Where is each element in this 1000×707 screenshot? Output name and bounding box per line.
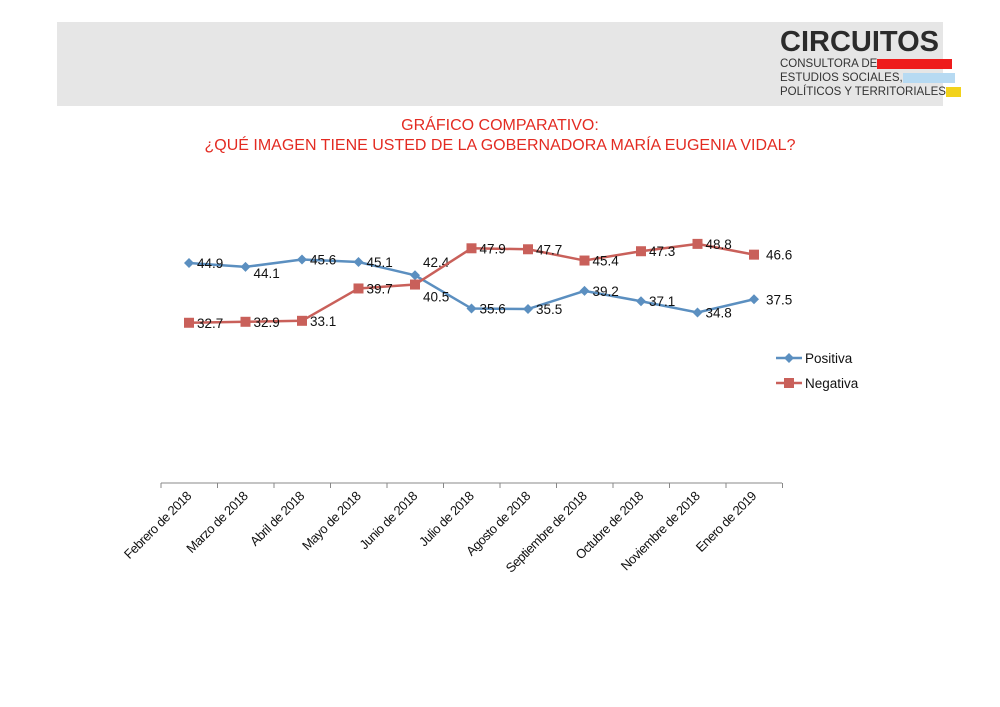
data-point <box>692 307 703 318</box>
x-tick-label: Julio de 2018 <box>416 488 477 549</box>
data-label: 45.1 <box>367 255 393 270</box>
legend-marker <box>784 378 794 388</box>
data-label: 40.5 <box>423 290 449 305</box>
logo-line: CONSULTORA DE <box>780 58 878 70</box>
data-point <box>636 296 646 307</box>
data-point <box>240 261 251 272</box>
data-label: 37.5 <box>766 292 792 307</box>
data-point <box>749 249 759 260</box>
data-point <box>184 257 194 268</box>
data-point <box>749 294 759 305</box>
data-label: 45.6 <box>310 253 336 268</box>
data-label: 44.1 <box>254 266 280 281</box>
data-point <box>353 257 364 268</box>
data-label: 47.7 <box>536 242 562 257</box>
x-tick-label: Junio de 2018 <box>356 488 420 552</box>
data-label: 32.9 <box>254 315 280 330</box>
legend-marker <box>784 353 794 363</box>
data-label: 42.4 <box>423 255 450 270</box>
data-point <box>297 315 307 326</box>
legend-label: Negativa <box>805 376 859 391</box>
circuitos-logo: CIRCUITOS CONSULTORA DE ESTUDIOS SOCIALE… <box>780 27 961 99</box>
data-label: 45.4 <box>593 254 620 269</box>
x-tick-label: Abril de 2018 <box>247 488 307 548</box>
data-point <box>184 317 194 328</box>
logo-line: ESTUDIOS SOCIALES, <box>780 72 903 84</box>
data-point <box>410 270 420 281</box>
x-tick-label: Febrero de 2018 <box>121 488 194 561</box>
logo-red-bar <box>877 59 953 69</box>
data-label: 32.7 <box>197 316 223 331</box>
data-label: 35.6 <box>480 302 506 317</box>
data-label: 47.3 <box>649 244 675 259</box>
data-label: 37.1 <box>649 294 675 309</box>
subtitle: ¿QUÉ IMAGEN TIENE USTED DE LA GOBERNADOR… <box>204 137 796 154</box>
logo-line: POLÍTICOS Y TERRITORIALES <box>780 86 946 98</box>
header-band <box>57 22 943 106</box>
legend-label: Positiva <box>805 351 853 366</box>
data-label: 39.7 <box>367 281 393 296</box>
data-point <box>579 255 590 266</box>
data-point <box>523 244 533 255</box>
logo-yellow-bar <box>945 87 961 97</box>
data-point <box>466 243 477 254</box>
data-label: 39.2 <box>593 284 619 299</box>
data-point <box>297 254 307 265</box>
data-label: 35.5 <box>536 302 562 317</box>
data-point <box>692 238 703 249</box>
data-label: 34.8 <box>706 305 732 320</box>
data-point <box>410 279 420 290</box>
data-label: 46.6 <box>766 248 792 263</box>
data-label: 47.9 <box>480 241 506 256</box>
logo-blue-bar <box>902 73 955 83</box>
data-point <box>579 285 590 296</box>
x-tick-label: Mayo de 2018 <box>299 488 364 553</box>
data-label: 33.1 <box>310 314 336 329</box>
chart-title: GRÁFICO COMPARATIVO: ¿QUÉ IMAGEN TIENE U… <box>0 116 1000 156</box>
data-point <box>353 283 364 294</box>
data-point <box>466 303 477 314</box>
x-tick-label: Enero de 2019 <box>693 488 760 555</box>
logo-name: CIRCUITOS <box>780 26 939 58</box>
data-point <box>636 246 646 257</box>
data-point <box>240 316 251 327</box>
data-label: 48.8 <box>706 237 732 252</box>
title: GRÁFICO COMPARATIVO: <box>401 117 599 134</box>
data-label: 44.9 <box>197 256 223 271</box>
data-point <box>523 304 533 315</box>
